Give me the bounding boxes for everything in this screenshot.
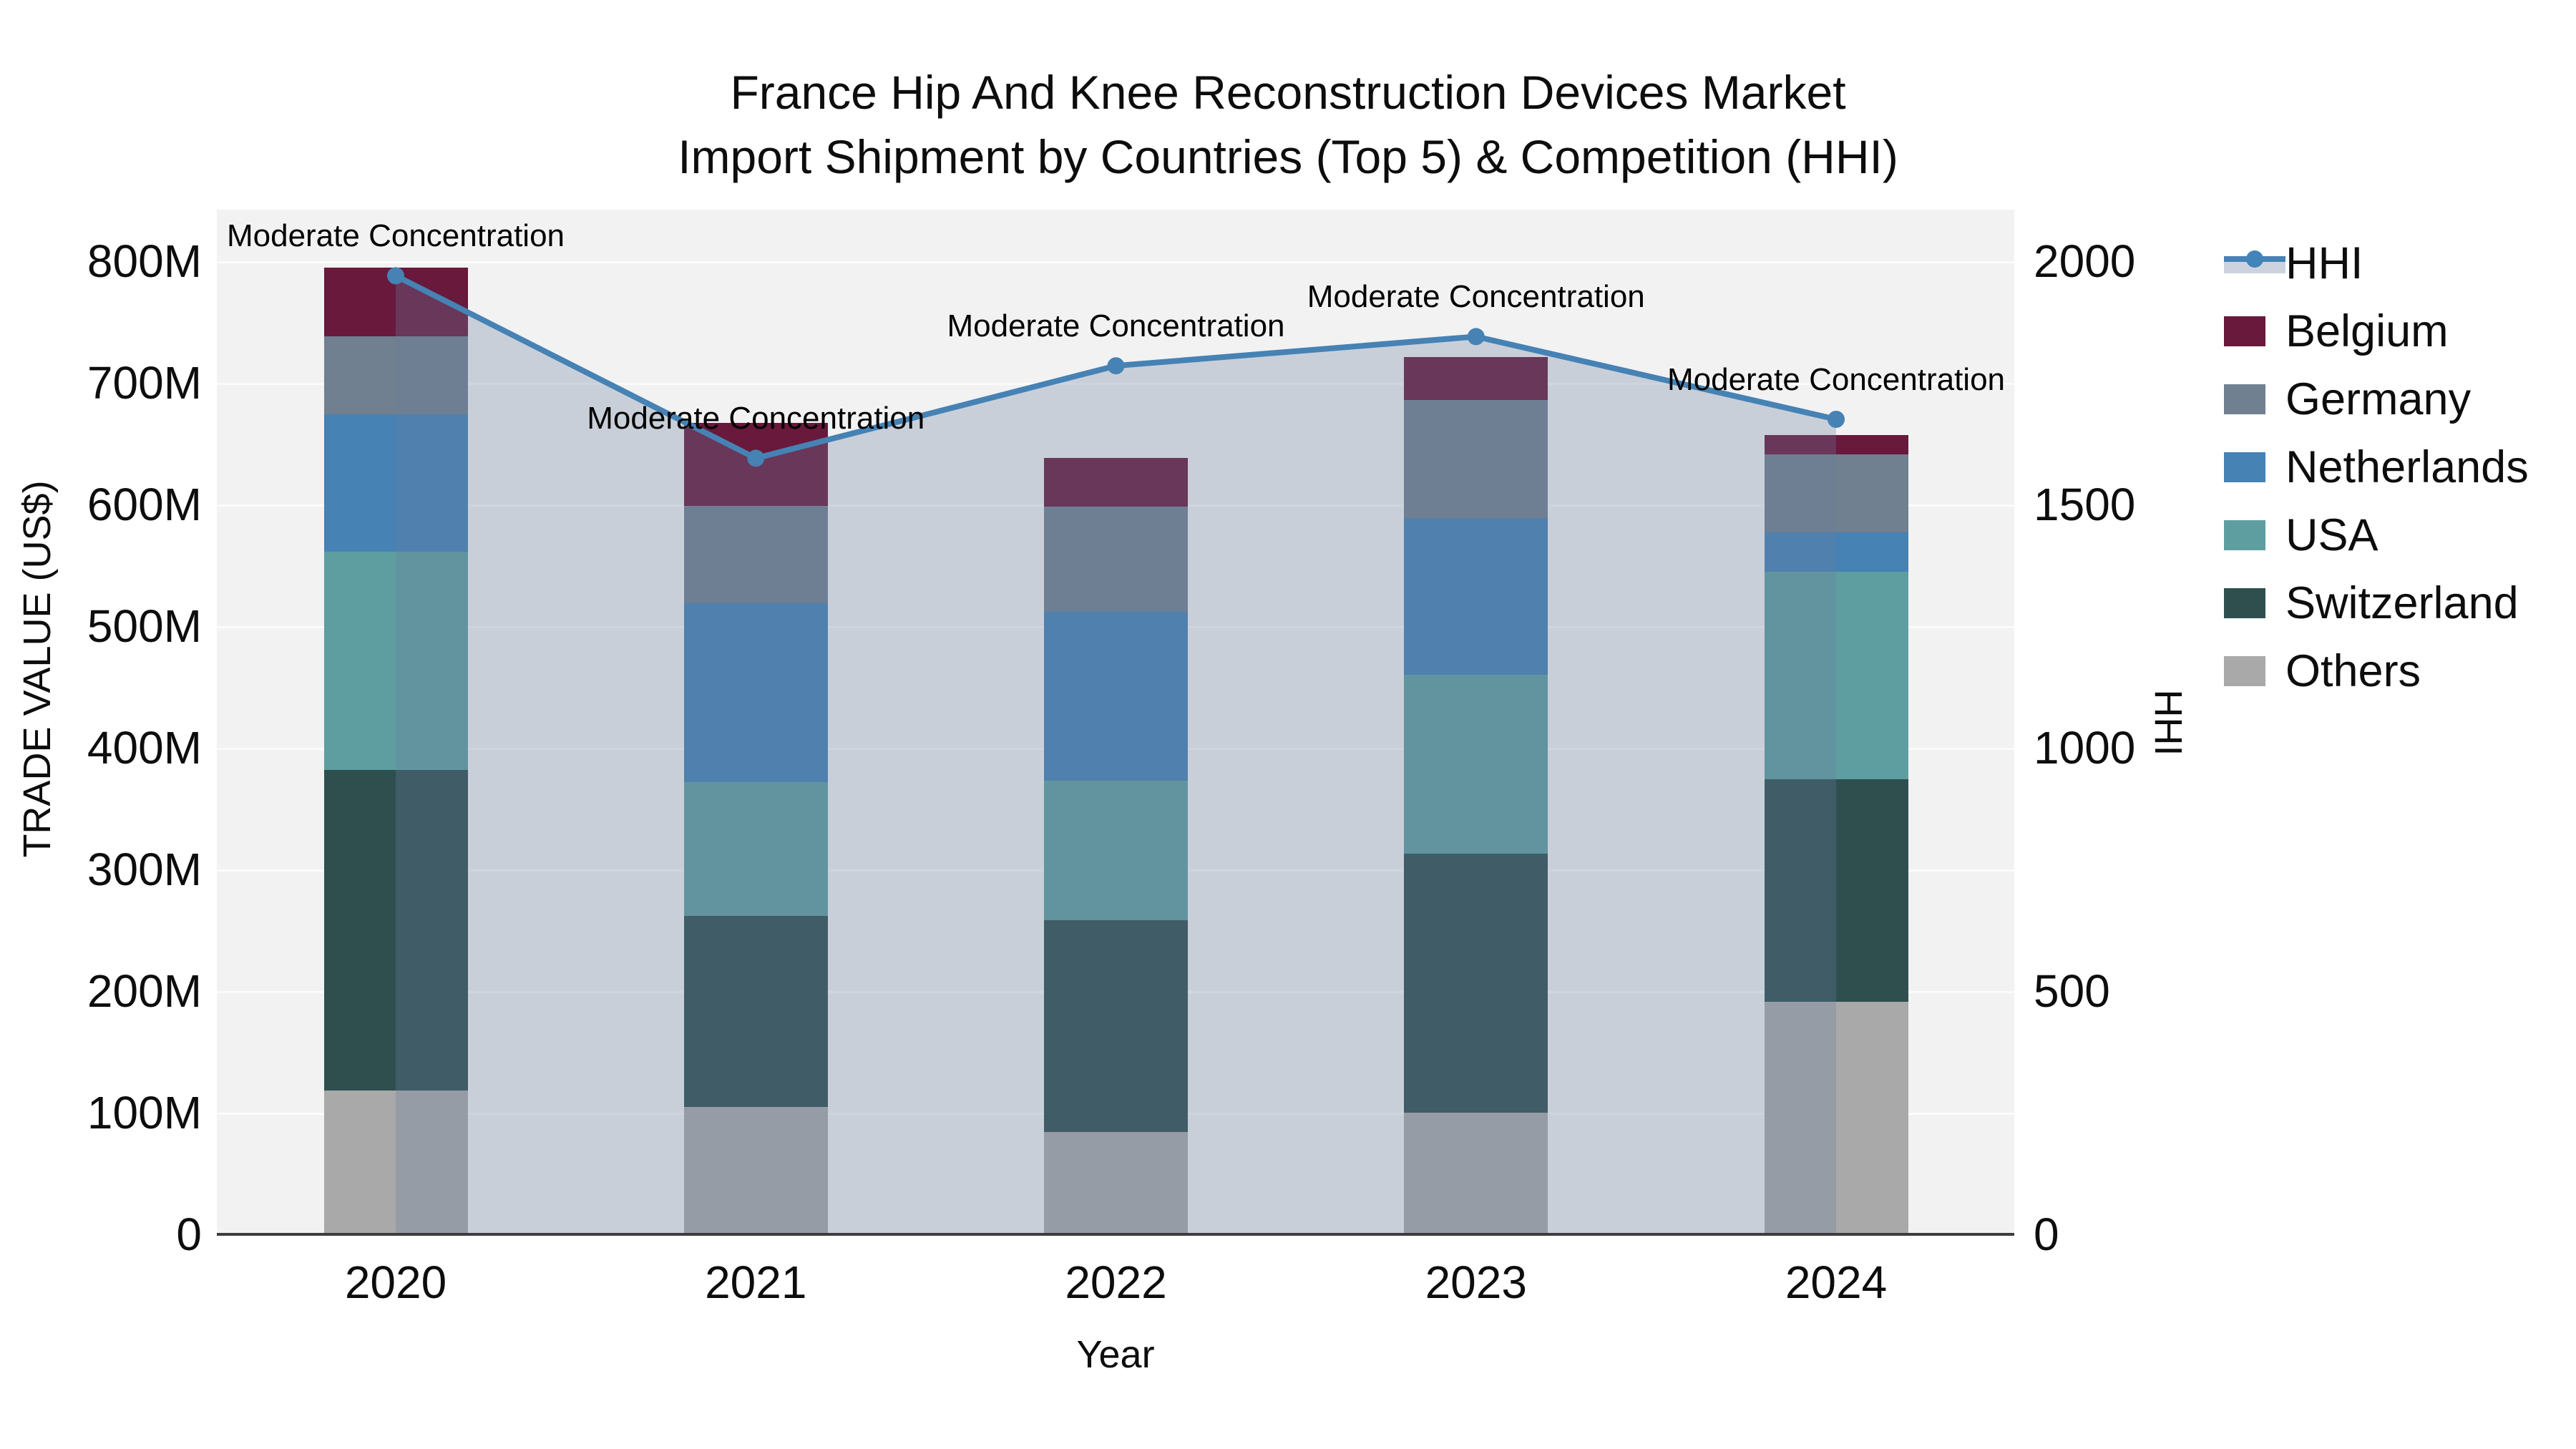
legend-swatch-others [2224,655,2265,686]
bar-2024 [1764,435,1908,1234]
bar-segment-2023-others[interactable] [1404,1113,1548,1234]
hhi-marker-2024[interactable] [1828,411,1845,428]
x-tick-2021: 2021 [705,1257,807,1308]
x-tick-2022: 2022 [1065,1257,1167,1308]
legend-label-belgium: Belgium [2285,306,2449,356]
bar-segment-2021-germany[interactable] [683,505,828,603]
bar-segment-2022-others[interactable] [1044,1132,1188,1234]
bar-segment-2024-usa[interactable] [1764,571,1908,780]
y-tick-500M: 500M [87,600,202,652]
chart-title-line2: Import Shipment by Countries (Top 5) & C… [678,130,1898,183]
bar-segment-2022-belgium[interactable] [1044,458,1188,507]
bar-segment-2020-switzerland[interactable] [323,769,468,1091]
y-tick-0: 0 [176,1209,202,1260]
legend-item-others[interactable]: Others [2224,637,2529,705]
legend-swatch-switzerland [2224,587,2265,618]
chart-title-line1: France Hip And Knee Reconstruction Devic… [730,66,1846,119]
bar-segment-2020-germany[interactable] [323,336,468,415]
bar-segment-2020-netherlands[interactable] [323,414,468,552]
hhi-marker-2023[interactable] [1467,328,1485,346]
legend-item-hhi[interactable]: HHI [2224,229,2529,297]
bar-segment-2022-netherlands[interactable] [1044,611,1188,781]
legend-swatch-belgium [2224,316,2265,346]
bar-segment-2022-usa[interactable] [1044,780,1188,921]
x-tick-2024: 2024 [1785,1257,1888,1308]
hhi-line-layer [387,267,1845,1234]
legend-swatch-germany [2224,384,2265,414]
bar-segment-2021-switzerland[interactable] [683,915,828,1107]
bar-2023 [1404,357,1548,1234]
bar-segment-2021-others[interactable] [683,1106,828,1234]
legend-item-germany[interactable]: Germany [2224,365,2529,433]
y-tick-200M: 200M [87,965,202,1017]
y-tick-300M: 300M [87,844,202,895]
legend-label-netherlands: Netherlands [2285,441,2529,492]
legend-label-germany: Germany [2285,374,2472,424]
y-tick-100M: 100M [87,1087,202,1138]
gridline-800 [217,261,2014,263]
bar-segment-2022-germany[interactable] [1044,507,1188,612]
bar-segment-2023-usa[interactable] [1404,675,1548,854]
bar-segment-2023-belgium[interactable] [1404,357,1548,400]
annotation-2021: Moderate Concentration [587,401,925,436]
legend-item-netherlands[interactable]: Netherlands [2224,433,2529,501]
y-tick-600M: 600M [87,479,202,530]
x-axis-title: Year [1076,1333,1155,1376]
bar-segment-2021-netherlands[interactable] [683,602,828,782]
y2-tick-500: 500 [2034,965,2110,1017]
legend-label-switzerland: Switzerland [2285,577,2519,628]
legend-item-usa[interactable]: USA [2224,501,2529,569]
hhi-marker-2021[interactable] [747,449,765,467]
gridline-700 [217,383,2014,385]
y-tick-800M: 800M [87,235,202,287]
bar-segment-2023-germany[interactable] [1404,399,1548,518]
legend-item-belgium[interactable]: Belgium [2224,297,2529,365]
annotation-2020: Moderate Concentration [226,218,565,254]
plot-area [217,210,2014,1236]
y2-tick-0: 0 [2034,1209,2059,1260]
x-axis-line [217,1233,2014,1236]
bar-segment-2024-belgium[interactable] [1764,435,1908,455]
bar-segment-2022-switzerland[interactable] [1044,920,1188,1133]
legend-swatch-netherlands [2224,452,2265,482]
bar-2022 [1044,458,1188,1234]
hhi-area-fill [396,275,1836,1234]
legend-label-usa: USA [2285,509,2379,560]
legend-label-hhi: HHI [2285,238,2363,288]
bar-segment-2024-others[interactable] [1764,1002,1908,1234]
y-tick-400M: 400M [87,722,202,774]
bar-segment-2020-usa[interactable] [323,552,468,770]
bar-2021 [683,423,828,1234]
hhi-legend-sample-icon [2224,248,2285,279]
legend-item-switzerland[interactable]: Switzerland [2224,569,2529,637]
bar-segment-2024-switzerland[interactable] [1764,779,1908,1002]
y2-axis-title: HHI [2147,689,2190,756]
bar-segment-2023-netherlands[interactable] [1404,517,1548,675]
y2-tick-1500: 1500 [2034,479,2136,530]
y-tick-700M: 700M [87,357,202,409]
y-axis-title: TRADE VALUE (US$) [16,480,59,858]
bar-segment-2024-germany[interactable] [1764,454,1908,533]
annotation-2024: Moderate Concentration [1667,362,2006,397]
x-tick-2023: 2023 [1425,1257,1527,1308]
bar-segment-2020-others[interactable] [323,1091,468,1234]
annotation-2022: Moderate Concentration [947,308,1285,344]
bar-segment-2023-switzerland[interactable] [1404,853,1548,1113]
x-tick-2020: 2020 [344,1257,447,1308]
annotation-2023: Moderate Concentration [1307,279,1645,315]
bar-2020 [323,267,468,1234]
legend-label-others: Others [2285,645,2421,696]
legend-swatch-usa [2224,519,2265,550]
hhi-marker-2020[interactable] [387,267,404,285]
bar-segment-2024-netherlands[interactable] [1764,532,1908,572]
chart-title: France Hip And Knee Reconstruction Devic… [0,60,2576,189]
y2-tick-1000: 1000 [2034,722,2136,774]
y2-tick-2000: 2000 [2034,235,2136,287]
hhi-marker-2022[interactable] [1107,357,1125,375]
bar-segment-2021-usa[interactable] [683,781,828,916]
legend: HHI Belgium Germany Netherlands USA Switzerla… [2224,229,2529,705]
